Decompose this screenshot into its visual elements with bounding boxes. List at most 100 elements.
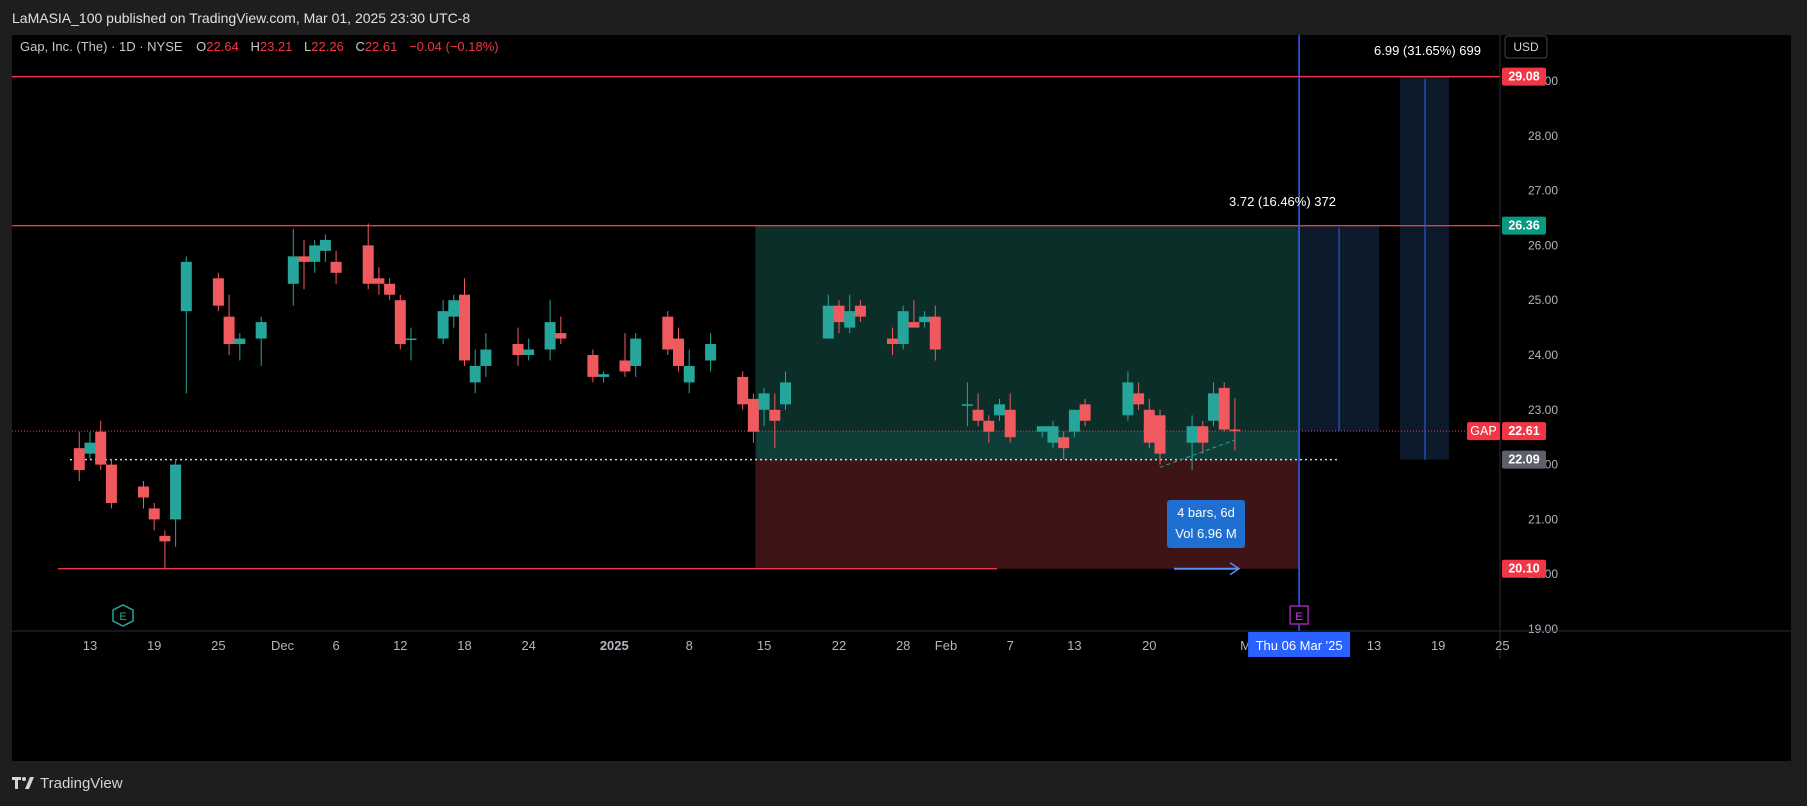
candle <box>1079 398 1091 427</box>
time-tick-label: 15 <box>757 638 771 653</box>
candle-body <box>105 464 117 503</box>
candle <box>394 294 406 350</box>
candle <box>844 294 856 334</box>
candle-body <box>747 398 759 432</box>
earnings-marker-upcoming-icon: E <box>1289 605 1309 625</box>
legend-close-label: C <box>355 39 364 54</box>
candle-body <box>1036 426 1048 432</box>
candle <box>84 431 96 460</box>
candle <box>994 398 1005 421</box>
time-tick-label: 22 <box>832 638 846 653</box>
tradingview-logo-icon <box>12 776 34 792</box>
candle-body <box>84 442 96 454</box>
candle-body <box>459 294 470 361</box>
candle-body <box>95 431 107 465</box>
earnings-upcoming-shape <box>1289 605 1309 625</box>
candle-body <box>555 333 567 339</box>
candle <box>523 338 535 361</box>
candle-body <box>908 322 920 328</box>
candle-body <box>1058 437 1070 449</box>
candle-body <box>298 256 310 262</box>
legend-high-value: 23.21 <box>260 39 293 54</box>
price-label-text: 29.08 <box>1508 70 1539 84</box>
candle <box>961 382 973 427</box>
candle <box>180 256 192 394</box>
candle-body <box>448 300 460 317</box>
publisher-line: LaMASIA_100 published on TradingView.com… <box>12 10 471 26</box>
price-tick-label: 25.00 <box>1528 293 1558 307</box>
candle <box>598 371 610 383</box>
time-tick-label: 25 <box>211 638 225 653</box>
legend-low-value: 22.26 <box>311 39 344 54</box>
candle <box>630 333 642 377</box>
candle-body <box>972 409 984 421</box>
candle <box>459 278 470 366</box>
legend-low-label: L <box>304 39 311 54</box>
time-tick-label: 2025 <box>600 638 629 653</box>
price-tick-label: 27.00 <box>1528 184 1558 198</box>
candle <box>758 387 770 427</box>
candle <box>437 300 449 345</box>
candle <box>769 393 781 449</box>
price-tick-label: 26.00 <box>1528 238 1558 252</box>
chart-frame[interactable]: 3.72 (16.46%) 372 6.99 (31.65%) 699 4 bars… <box>12 35 1791 761</box>
currency-button-label: USD <box>1513 40 1539 54</box>
symbol-tag-box <box>1467 422 1500 441</box>
time-tick-label: 19 <box>1431 638 1445 653</box>
price-chart[interactable]: 3.72 (16.46%) 372 6.99 (31.65%) 699 4 bars… <box>12 35 1791 761</box>
earnings-marker-shape <box>112 604 134 627</box>
candle-body <box>683 365 695 383</box>
candle-body <box>544 322 556 350</box>
candle-body <box>619 360 631 372</box>
earnings-marker-label: E <box>119 611 126 623</box>
time-tick-label: Dec <box>271 638 295 653</box>
candle-body <box>223 316 235 345</box>
candle <box>105 459 117 509</box>
candle <box>919 311 931 328</box>
candle <box>737 371 749 410</box>
candle <box>662 311 674 355</box>
candle-body <box>319 239 331 251</box>
candle-body <box>212 278 224 306</box>
candle-body <box>630 338 642 366</box>
candle <box>1058 431 1070 460</box>
candle-body <box>373 278 385 284</box>
price-tick-label: 28.00 <box>1528 129 1558 143</box>
legend-open-label: O <box>196 39 206 54</box>
price-label-text: 22.61 <box>1508 424 1539 438</box>
candle <box>480 333 492 377</box>
candle-body <box>1186 426 1198 443</box>
candle <box>512 327 524 366</box>
candle-body <box>1079 404 1091 421</box>
candle <box>983 415 995 443</box>
candle-body <box>598 374 610 377</box>
candle <box>255 316 267 366</box>
candle-body <box>480 349 492 366</box>
candle-body <box>1218 387 1230 430</box>
earnings-upcoming-label: E <box>1295 611 1302 623</box>
price-label-text: 26.36 <box>1508 219 1539 233</box>
candle <box>159 530 171 569</box>
candle-body <box>705 344 717 361</box>
candle <box>1186 415 1198 471</box>
candle <box>1208 382 1219 427</box>
legend-close-value: 22.61 <box>365 39 398 54</box>
time-tick-label: 20 <box>1142 638 1156 653</box>
candle-body <box>929 316 941 350</box>
candle <box>705 333 717 372</box>
price-label-box <box>1502 216 1546 235</box>
candle <box>908 300 920 328</box>
time-tick-label: 13 <box>1367 638 1381 653</box>
bars-tooltip-box <box>1167 500 1245 548</box>
candle <box>1154 409 1166 465</box>
candle-body <box>362 245 374 284</box>
candle-body <box>844 311 856 328</box>
currency-button[interactable]: USD <box>1504 35 1548 59</box>
footer: TradingView <box>12 775 123 792</box>
candle-body <box>523 349 535 355</box>
candle-body <box>180 261 192 312</box>
candle-body <box>887 338 898 345</box>
candle <box>373 267 385 295</box>
candle-body <box>1122 382 1134 416</box>
currency-button-frame <box>1504 35 1548 59</box>
